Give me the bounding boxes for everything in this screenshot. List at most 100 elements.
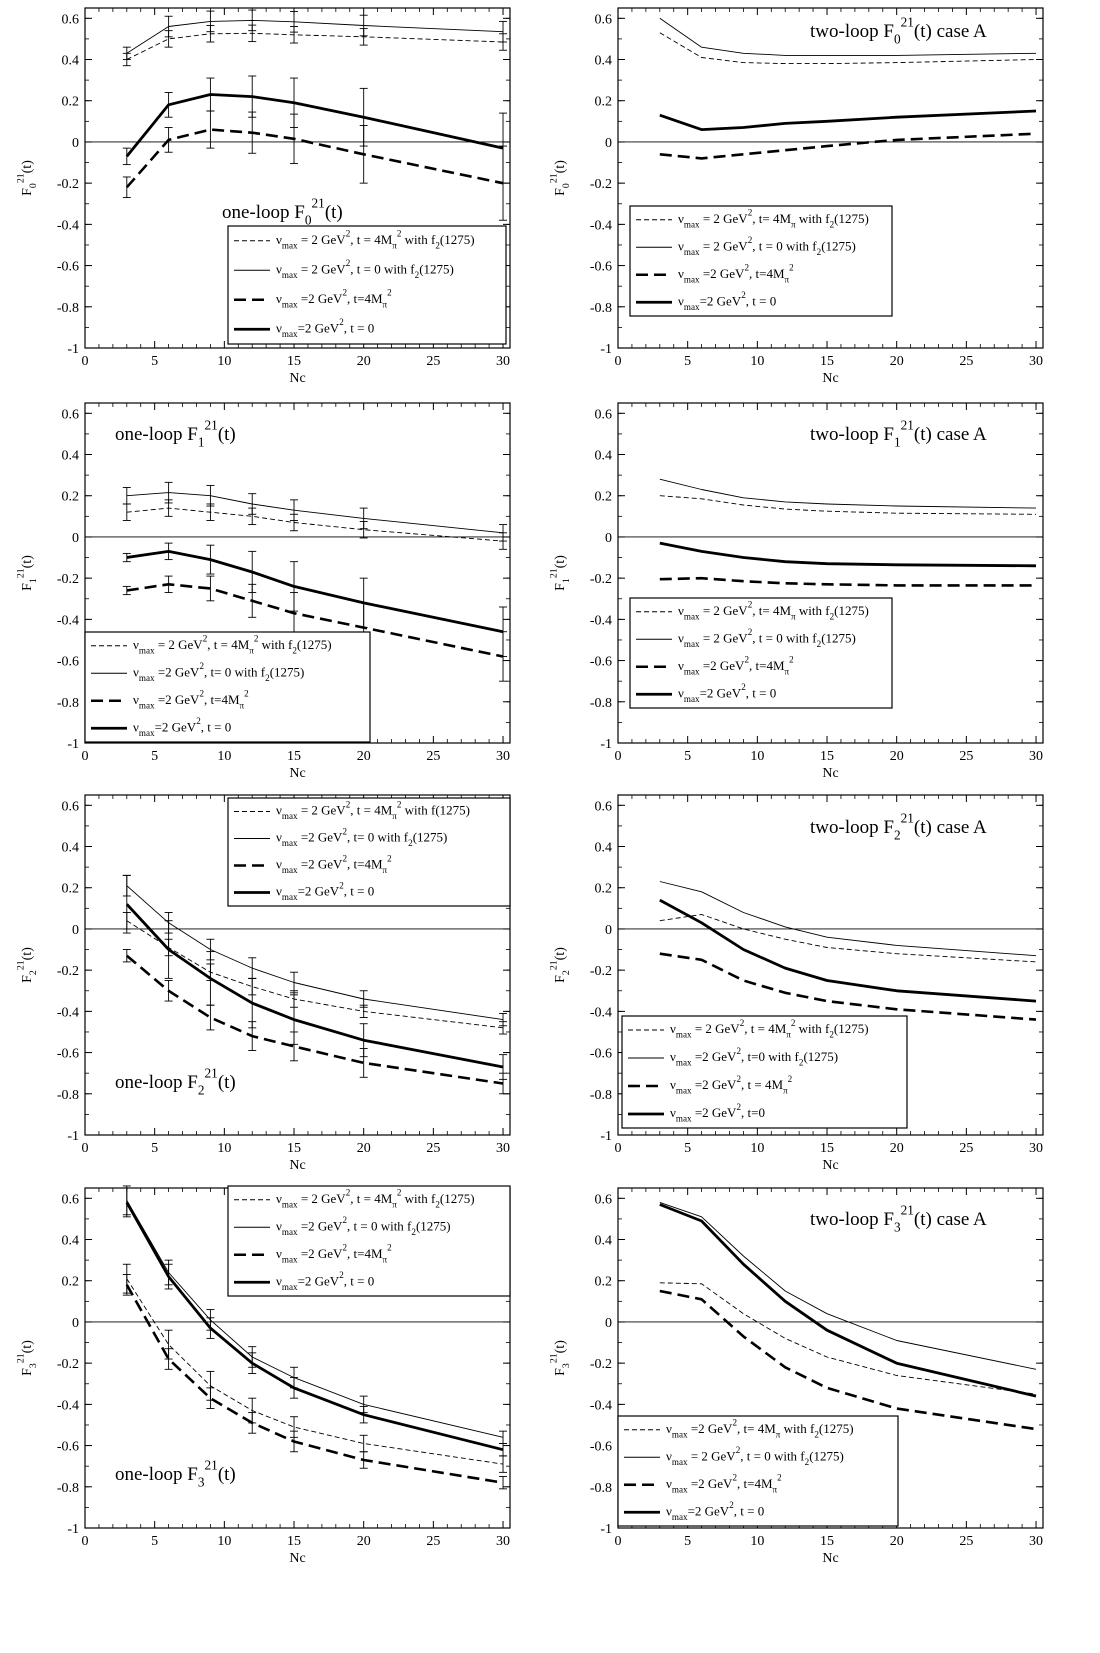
y-tick-label: 0 — [605, 923, 612, 938]
error-bar — [248, 977, 257, 1029]
y-tick-label: -0.8 — [57, 1481, 79, 1496]
x-tick-label: 30 — [496, 354, 510, 369]
y-tick-label: 0 — [605, 136, 612, 151]
x-tick-label: 15 — [820, 1534, 834, 1549]
y-tick-label: 0.2 — [62, 882, 80, 897]
chart-panel-5: -1 -0.8 -0.6 -0.4 -0.2 0 0.2 0.4 0.6 0 5 10 15 20 25 30… — [15, 794, 511, 1173]
x-tick-label: 5 — [684, 749, 691, 764]
error-bar — [248, 9, 257, 32]
y-tick-label: -0.8 — [57, 696, 79, 711]
x-axis-label: Nc — [822, 371, 838, 386]
error-bar — [290, 994, 299, 1045]
error-bar — [290, 1430, 299, 1453]
x-axis-label: Nc — [822, 1158, 838, 1173]
x-tick-label: 5 — [151, 354, 158, 369]
legend-label: νmax = 2 GeV2, t = 4Mπ2 with f2(1275) — [133, 634, 332, 656]
error-bar — [164, 1263, 173, 1290]
x-tick-label: 25 — [426, 1141, 440, 1156]
series-line-3 — [125, 954, 504, 1085]
x-tick-label: 25 — [959, 749, 973, 764]
x-tick-label: 15 — [287, 1534, 301, 1549]
y-tick-label: 0.2 — [595, 95, 613, 110]
error-bar — [290, 561, 299, 612]
x-tick-label: 0 — [82, 1141, 89, 1156]
legend-box — [84, 631, 371, 743]
y-tick-label: -1 — [600, 1129, 612, 1144]
y-tick-label: 0.4 — [62, 449, 80, 464]
y-tick-label: -0.6 — [590, 1047, 612, 1062]
error-bar — [164, 542, 173, 561]
x-tick-label: 30 — [1029, 1141, 1043, 1156]
error-bar — [359, 1405, 368, 1424]
error-bar — [122, 1187, 131, 1218]
series-line-3 — [659, 132, 1037, 160]
x-tick-label: 20 — [890, 354, 904, 369]
series-line-3 — [659, 576, 1036, 587]
error-bar — [122, 1274, 131, 1296]
y-tick-label: -0.4 — [590, 218, 612, 233]
y-tick-label: -1 — [600, 342, 612, 357]
legend-label: νmax = 2 GeV2, t = 0 with f2(1275) — [678, 235, 856, 257]
chart-panel-2: -1 -0.8 -0.6 -0.4 -0.2 0 0.2 0.4 0.6 0 5 10 15 20 25 30… — [548, 7, 1044, 386]
legend-label: νmax =2 GeV2, t=4Mπ2 — [666, 1473, 782, 1495]
error-bar — [248, 75, 257, 118]
y-tick-label: -0.6 — [590, 1440, 612, 1455]
x-tick-label: 20 — [357, 354, 371, 369]
y-tick-label: 0.2 — [62, 1275, 80, 1290]
error-bar — [290, 971, 299, 994]
legend-label: νmax = 2 GeV2, t = 0 with f2(1275) — [276, 258, 454, 280]
x-tick-label: 5 — [151, 749, 158, 764]
chart-title: two-loop F221(t) case A — [810, 811, 987, 843]
error-bar — [499, 606, 508, 657]
x-tick-label: 0 — [615, 1141, 622, 1156]
y-tick-label: 0.6 — [62, 407, 80, 422]
y-tick-label: -0.2 — [57, 177, 79, 192]
error-bar — [122, 46, 131, 60]
legend: νmax = 2 GeV2, t = 4Mπ2 with f2(1275) νma… — [227, 1185, 511, 1297]
x-tick-label: 30 — [1029, 354, 1043, 369]
legend: νmax = 2 GeV2, t= 4Mπ with f2(1275) νmax … — [629, 597, 893, 709]
x-tick-label: 20 — [357, 1534, 371, 1549]
y-tick-label: -0.8 — [590, 696, 612, 711]
legend-label: νmax =2 GeV2, t=0 with f2(1275) — [670, 1046, 838, 1068]
error-bar — [359, 507, 368, 530]
y-axis-label: F121(t) — [15, 555, 39, 591]
error-bar — [122, 874, 131, 934]
error-bar — [248, 1352, 257, 1374]
y-tick-label: 0.6 — [595, 407, 613, 422]
x-tick-label: 20 — [890, 1141, 904, 1156]
y-tick-label: 0.6 — [595, 799, 613, 814]
series-line-2 — [659, 478, 1037, 509]
y-tick-label: 0.4 — [595, 54, 613, 69]
x-tick-label: 30 — [1029, 1534, 1043, 1549]
x-tick-label: 5 — [151, 1141, 158, 1156]
error-bar — [164, 127, 173, 153]
legend: νmax = 2 GeV2, t= 4Mπ with f2(1275) νmax … — [629, 205, 893, 317]
y-tick-label: -1 — [67, 1129, 79, 1144]
error-bar — [206, 10, 215, 33]
y-axis-label: F221(t) — [548, 947, 572, 983]
legend-label: νmax = 2 GeV2, t = 4Mπ2 with f2(1275) — [670, 1018, 869, 1040]
x-tick-label: 25 — [959, 354, 973, 369]
x-tick-label: 20 — [890, 1534, 904, 1549]
error-bar — [359, 990, 368, 1008]
x-tick-label: 10 — [217, 1141, 231, 1156]
y-tick-label: 0.6 — [62, 799, 80, 814]
y-tick-label: 0.2 — [62, 490, 80, 505]
legend: νmax = 2 GeV2, t = 4Mπ2 with f(1275) νmax… — [227, 797, 511, 907]
legend: νmax = 2 GeV2, t = 4Mπ2 with f2(1275) νma… — [227, 225, 507, 345]
x-tick-label: 20 — [357, 749, 371, 764]
y-tick-label: -1 — [67, 737, 79, 752]
x-tick-label: 10 — [750, 1141, 764, 1156]
x-tick-label: 15 — [287, 354, 301, 369]
legend-label: νmax =2 GeV2, t=4Mπ2 — [276, 1243, 392, 1265]
legend: νmax = 2 GeV2, t = 4Mπ2 with f2(1275) νma… — [84, 631, 371, 743]
y-axis-label: F121(t) — [548, 555, 572, 591]
y-tick-label: 0.2 — [595, 882, 613, 897]
series-line-3 — [659, 952, 1037, 1021]
error-bar — [499, 1012, 508, 1027]
x-tick-label: 5 — [684, 1141, 691, 1156]
x-tick-label: 10 — [750, 1534, 764, 1549]
chart-title: one-loop F021(t) — [222, 196, 343, 228]
series-line-3 — [125, 128, 504, 189]
